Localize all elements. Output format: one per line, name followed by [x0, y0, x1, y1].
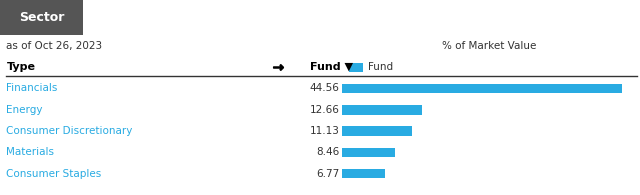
Text: 12.66: 12.66	[309, 105, 339, 115]
Text: Energy: Energy	[6, 105, 43, 115]
Text: 44.56: 44.56	[309, 83, 339, 93]
Text: 11.13: 11.13	[309, 126, 339, 136]
Text: 6.77: 6.77	[316, 169, 339, 179]
Bar	[349, 63, 363, 72]
Text: 8.46: 8.46	[316, 147, 339, 157]
Text: Materials: Materials	[6, 147, 54, 157]
Text: Fund: Fund	[368, 62, 393, 72]
Text: as of Oct 26, 2023: as of Oct 26, 2023	[6, 41, 102, 51]
Text: Type: Type	[6, 62, 35, 72]
Bar	[0, 0, 83, 35]
Text: % of Market Value: % of Market Value	[442, 41, 537, 51]
Bar	[342, 148, 396, 157]
Text: Fund ▼: Fund ▼	[310, 62, 353, 72]
Text: Financials: Financials	[6, 83, 58, 93]
Bar	[342, 84, 621, 93]
Text: Sector: Sector	[19, 11, 64, 24]
Text: Consumer Staples: Consumer Staples	[6, 169, 102, 179]
Bar	[342, 126, 412, 136]
Bar	[342, 105, 422, 114]
Text: Consumer Discretionary: Consumer Discretionary	[6, 126, 132, 136]
Bar	[342, 169, 385, 178]
